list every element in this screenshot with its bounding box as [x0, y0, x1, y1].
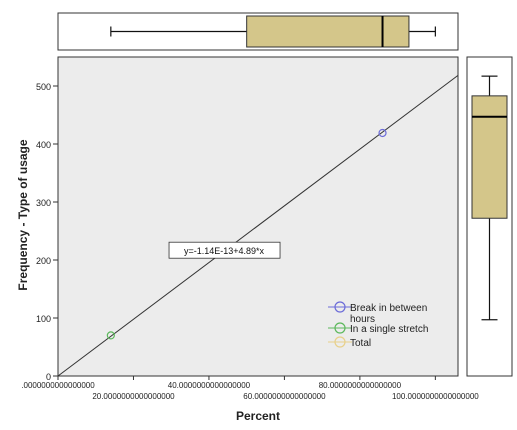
legend-label: Break in between hours — [350, 303, 427, 325]
x-tick-label: 80.0000000000000000 — [319, 381, 402, 390]
y-marginal-boxplot-panel — [466, 56, 513, 377]
x-tick-label: 40.0000000000000000 — [168, 381, 251, 390]
y-tick-label: 200 — [36, 256, 51, 266]
data-point-break-in-between-hours — [378, 128, 387, 138]
y-axis-title: Frequency - Type of usage — [16, 139, 30, 290]
y-tick-label: 100 — [36, 314, 51, 324]
series-layer: y=-1.14E-13+4.89*x — [57, 74, 459, 377]
legend-marker — [334, 322, 346, 334]
legend-label: In a single stretch — [350, 324, 428, 335]
x-marginal-boxplot-panel — [57, 12, 459, 51]
y-tick-label: 300 — [36, 198, 51, 208]
legend-label: Total — [350, 338, 371, 349]
fit-equation-box — [168, 241, 281, 259]
y-tick-label: 0 — [46, 372, 51, 382]
y-tick-label: 500 — [36, 82, 51, 92]
x-boxplot-box — [246, 15, 410, 48]
fit-equation-label: y=-1.14E-13+4.89*x — [184, 246, 265, 256]
x-axis-title: Percent — [236, 409, 280, 423]
y-boxplot-box — [471, 95, 508, 219]
data-point-in-a-single-stretch — [106, 331, 115, 340]
x-tick-label: 20.0000000000000000 — [92, 392, 175, 401]
x-tick-label: 60.0000000000000000 — [243, 392, 326, 401]
axes-layer: 0 100 200 300 400 500 .0000000000000000 20.0000… — [21, 82, 479, 401]
main-plot-area — [57, 56, 459, 377]
y-tick-label: 400 — [36, 140, 51, 150]
legend-marker — [334, 301, 346, 313]
plot-background — [57, 56, 459, 377]
fit-line — [57, 74, 459, 377]
legend-marker — [334, 336, 346, 348]
x-tick-label: .0000000000000000 — [21, 381, 95, 390]
x-tick-label: 100.0000000000000000 — [392, 392, 479, 401]
